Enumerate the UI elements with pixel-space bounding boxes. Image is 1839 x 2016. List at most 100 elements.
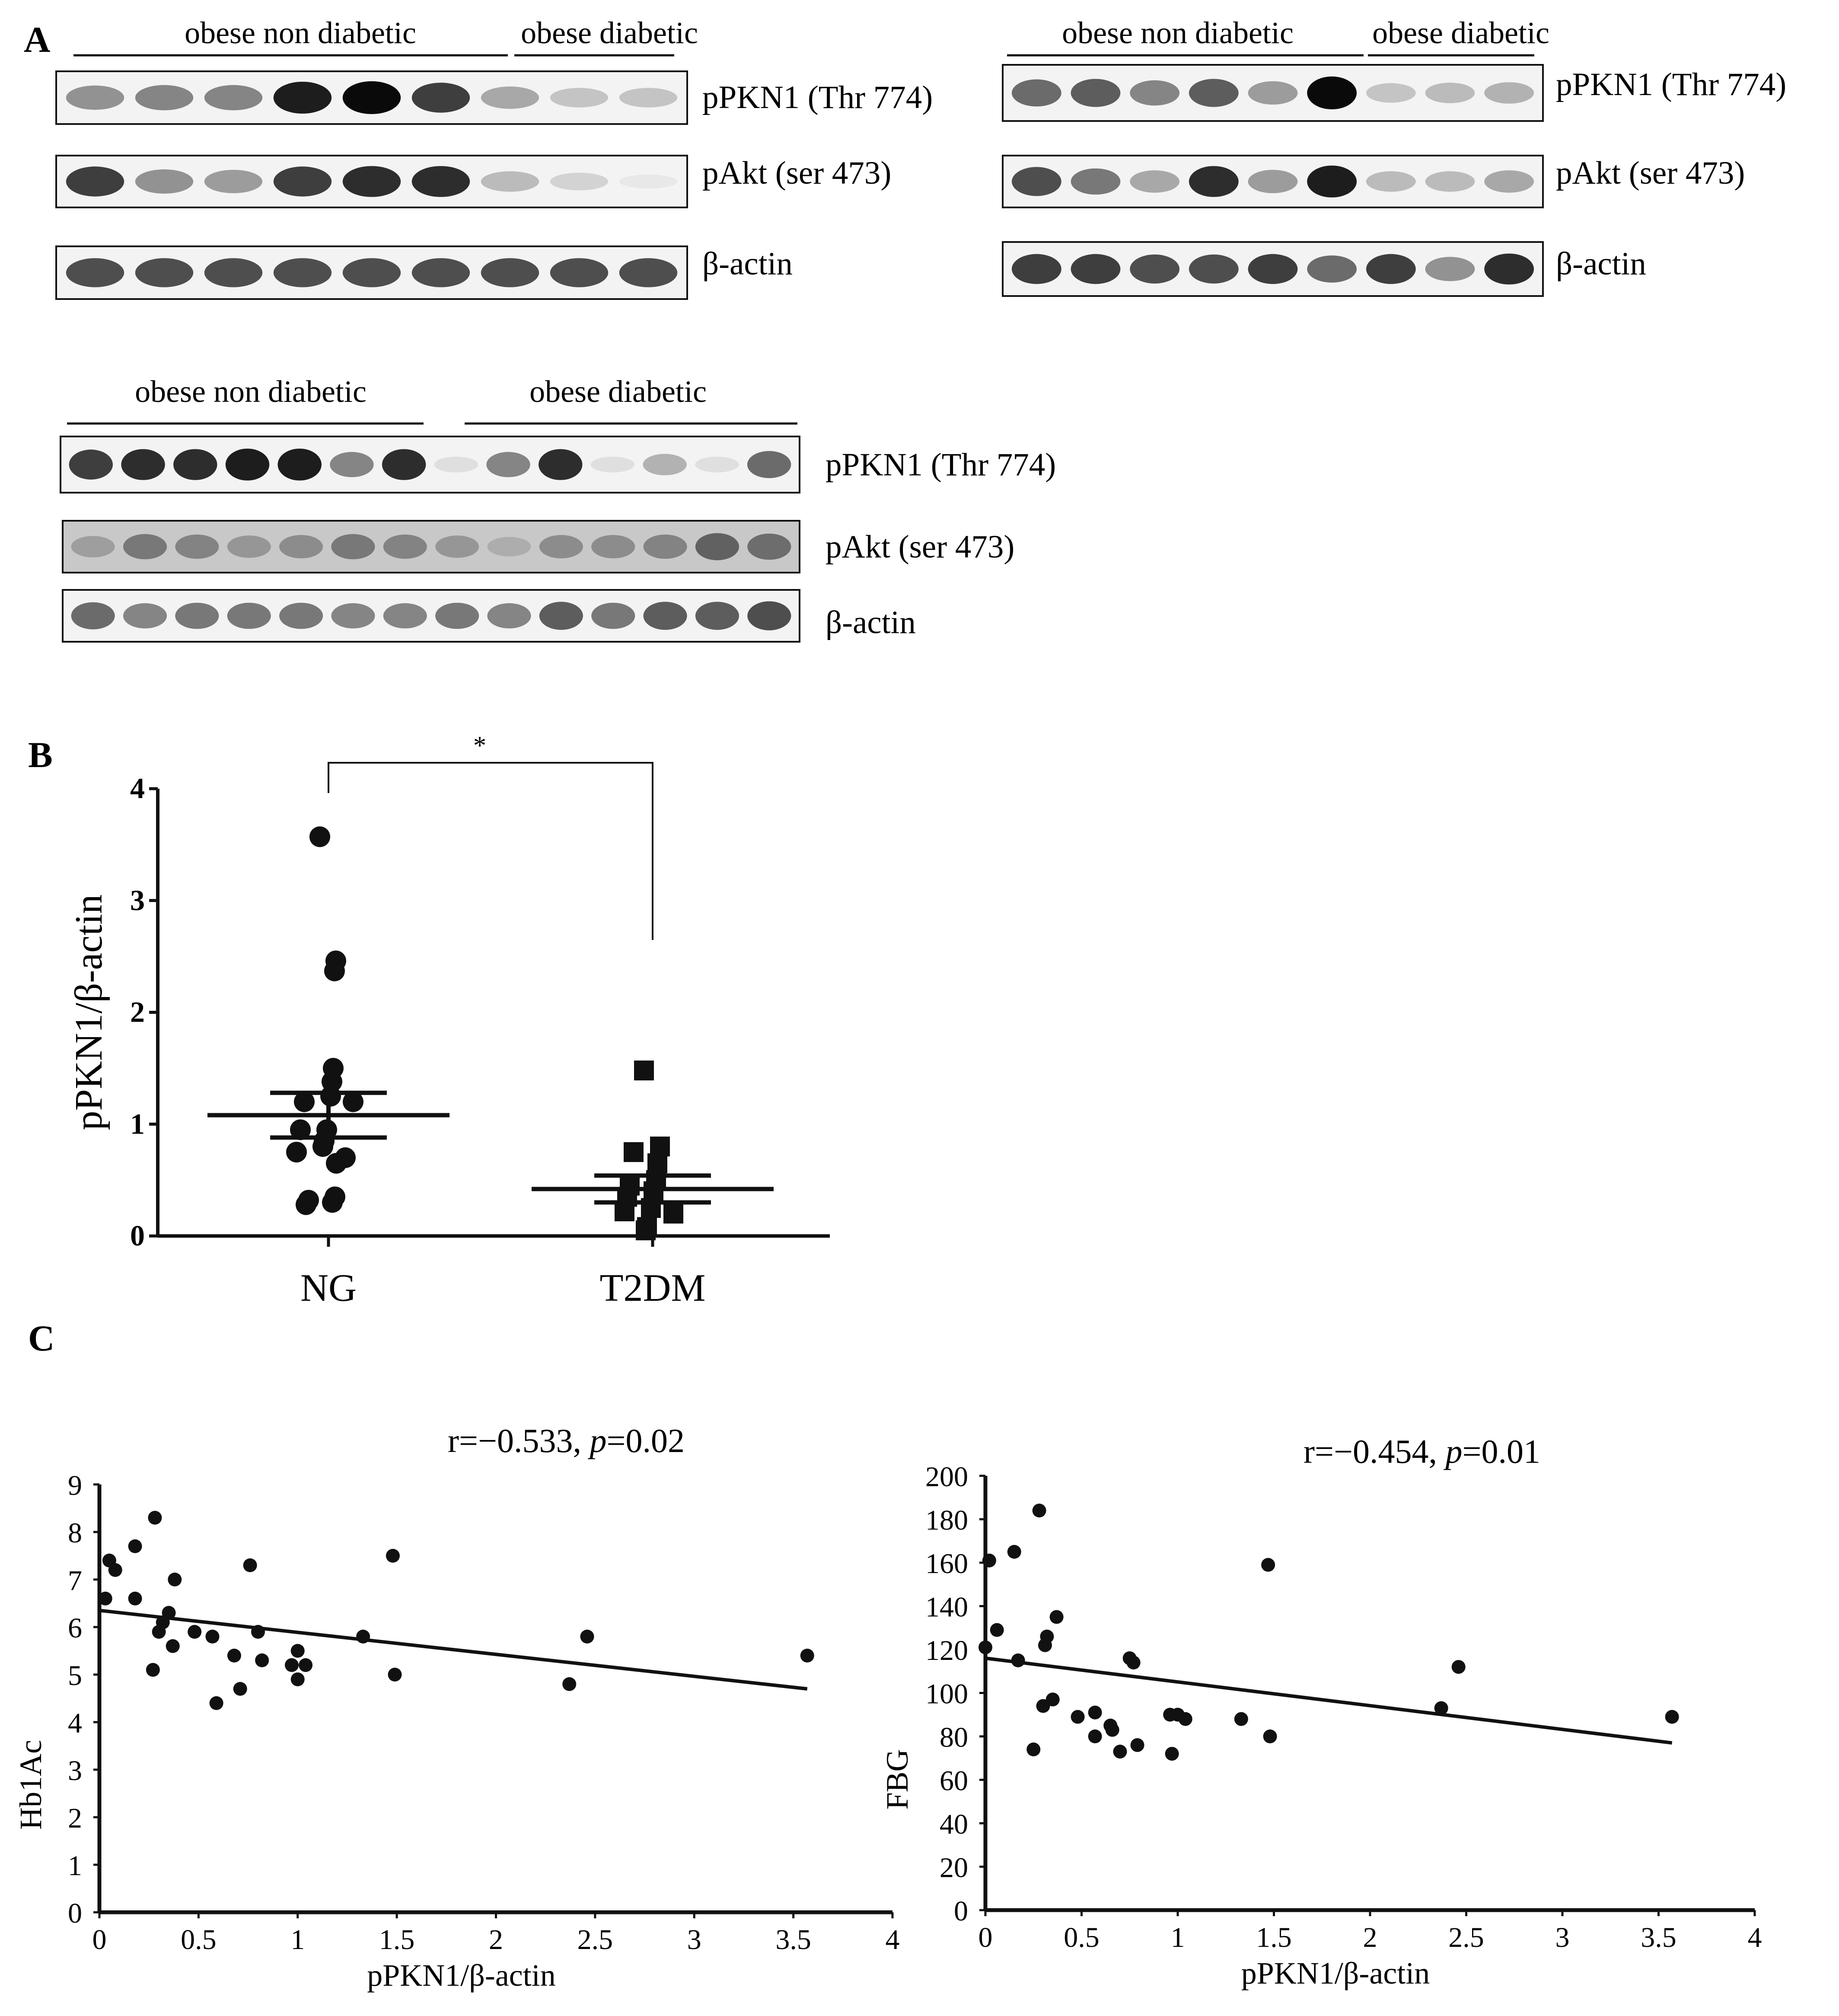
blot-1-row-1-band-8 [550,88,609,108]
blot-3-row-3-frame [62,589,800,643]
chart-c-fbg-y-tick-label: 120 [925,1635,968,1666]
blot-3-row-3-label: β-actin [825,605,916,640]
blot-3-row-3-band-5 [279,602,323,629]
blot-3-row-1-band-10 [539,449,583,480]
chart-b-significance-bracket [328,762,653,940]
blot-1-row-3-band-6 [411,258,470,287]
blot-2: obese non diabetic obese diabetic pPKN1 … [1002,16,1786,297]
chart-c-fbg-point [1234,1712,1248,1726]
chart-c-fbg-point [1088,1729,1102,1743]
chart-c-fbg-x-tick-label: 3.5 [1641,1922,1676,1953]
blot-3-row-1-band-7 [382,449,426,480]
blot-2-row-1-band-1 [1011,79,1061,107]
chart-c-hb1ac-x-tick-label: 3 [687,1924,701,1955]
chart-c-fbg-point [1049,1610,1064,1624]
chart-c-fbg-x-tick-label: 1.5 [1256,1922,1292,1953]
panel-c-label: C [28,1318,54,1359]
blot-1-row-2-band-3 [204,170,263,193]
blot-2-row-3-band-5 [1248,254,1298,284]
chart-c-fbg-point [1088,1705,1102,1720]
blot-3-row-2-band-13 [695,533,739,561]
blot-2-row-2-band-4 [1189,166,1239,197]
blot-3-row-2-band-14 [747,533,791,560]
blot-1-row-3: β-actin [55,245,793,300]
chart-c-fbg-x-tick-label: 4 [1748,1922,1762,1953]
blot-2-row-1-band-6 [1307,76,1357,109]
chart-c-hb1ac-point [209,1696,223,1710]
blot-3-row-3-band-8 [435,602,479,629]
chart-c-fbg-r-value: r=−0.454, [1304,1433,1445,1470]
blot-2-row-3-band-8 [1425,257,1475,281]
chart-c-fbg-y-tick-label: 160 [925,1548,968,1580]
chart-c-fbg-point [978,1640,992,1654]
chart-c-fbg-p-label: p [1443,1433,1462,1470]
blot-3-row-1-band-13 [695,456,739,473]
blot-3-group-2-label: obese diabetic [529,374,707,409]
chart-c-hb1ac-y-tick-label: 2 [68,1803,82,1834]
blot-3-row-1-band-11 [590,456,635,473]
blot-3-row-1-band-3 [173,449,217,480]
blot-2-row-2-band-6 [1307,166,1357,197]
blot-2-row-1-band-4 [1189,79,1239,107]
blot-1-row-1-band-6 [411,83,470,113]
chart-b-point-t2dm [647,1153,667,1173]
chart-c-fbg-x-axis-label: pPKN1/β-actin [1241,1956,1430,1991]
blot-1-row-2-band-1 [66,166,124,197]
blot-2-row-3-band-3 [1130,254,1180,284]
blot-1-row-1-band-5 [342,81,401,114]
chart-c-fbg-point [1105,1723,1119,1737]
chart-b-point-t2dm [650,1137,670,1156]
blot-1: obese non diabetic obese diabetic pPKN1 … [55,16,933,300]
chart-c-fbg-point [1165,1747,1179,1761]
blot-3-row-1-band-4 [225,449,270,481]
blot-2-row-2-band-1 [1011,167,1061,196]
blot-2-row-1-band-5 [1248,81,1298,105]
blot-3-group-1-label: obese non diabetic [135,374,367,409]
blot-3-row-1-frame [60,436,800,494]
chart-c-fbg-point [1261,1558,1275,1572]
chart-b-point-ng [296,1194,316,1215]
blot-3-row-1-band-2 [121,449,165,480]
chart-c-hb1ac-point [227,1649,241,1662]
chart-c-hb1ac-point [290,1672,305,1686]
blot-1-group-1-label: obese non diabetic [185,16,416,50]
blot-3-row-1-band-9 [486,452,530,478]
blot-2-row-2-band-7 [1366,171,1416,192]
chart-c-hb1ac-point [146,1663,160,1677]
chart-c-fbg-point [1026,1742,1041,1757]
chart-c-hb1ac-point [166,1639,180,1653]
chart-c-fbg-y-tick-label: 0 [954,1895,968,1927]
chart-c-hb1ac-x-tick-label: 0 [92,1924,107,1955]
blot-3-row-3: β-actin [62,589,916,643]
blot-2-row-3-band-6 [1307,255,1357,283]
blot-3-row-2-band-9 [487,537,531,557]
chart-c-fbg-point [1178,1712,1192,1726]
blot-1-row-1-band-7 [481,86,539,109]
blot-2-row-2-band-3 [1130,170,1180,193]
chart-b-y-tick-label: 1 [130,1107,145,1140]
blot-2-group-1-label: obese non diabetic [1062,16,1294,50]
chart-c-hb1ac-point [580,1630,594,1643]
chart-c-fbg-x-tick-label: 0.5 [1064,1922,1100,1953]
blot-3-row-2-band-2 [123,534,167,560]
blot-1-row-2-band-2 [135,169,194,194]
chart-c-hb1ac-y-tick-label: 8 [68,1517,82,1549]
chart-c-hb1ac-y-tick-label: 6 [68,1612,82,1644]
chart-c-fbg-y-tick-label: 200 [925,1461,968,1493]
chart-c-hb1ac-point [128,1592,142,1605]
blot-3: obese non diabetic obese diabetic pPKN1 … [60,374,1056,643]
chart-c-fbg-y-tick-label: 40 [940,1809,968,1840]
chart-c-fbg-point [982,1553,996,1567]
chart-c-hb1ac-point [205,1630,220,1643]
chart-c-hb1ac-p-value: =0.02 [606,1422,685,1459]
chart-c-fbg-y-tick-label: 100 [925,1678,968,1710]
blot-1-row-1-band-1 [66,85,124,110]
chart-c-hb1ac-point [188,1625,202,1639]
blot-3-row-2-label: pAkt (ser 473) [825,529,1014,565]
chart-c-fbg-point [1434,1701,1448,1715]
blot-2-row-2-band-5 [1248,170,1298,193]
chart-c-fbg-correlation-annotation: r=−0.454, p=0.01 [1304,1433,1540,1470]
blot-1-row-3-band-2 [135,258,194,287]
chart-c-fbg-x-tick-label: 2.5 [1448,1922,1484,1953]
